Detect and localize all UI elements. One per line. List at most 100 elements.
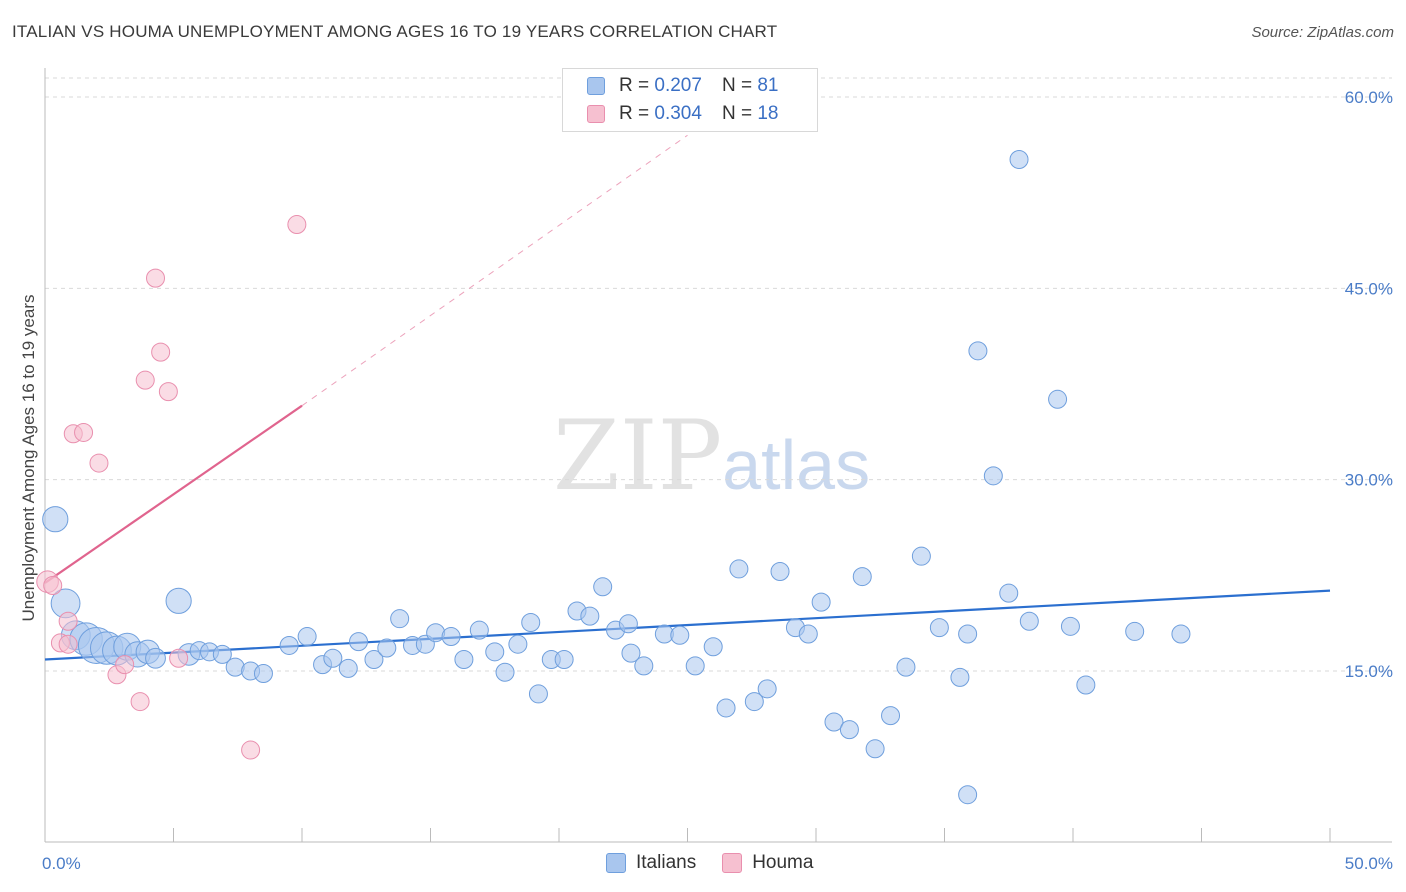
point-italians [364,649,384,669]
legend-n-value-italians: 81 [757,75,779,96]
point-houma [89,453,109,473]
x-tick-label: 0.0% [42,854,81,873]
y-tick-label: 45.0% [1345,279,1393,298]
trendline-extension-houma [301,134,688,407]
point-italians [454,649,474,669]
point-italians [958,624,978,644]
point-italians [377,638,397,658]
point-italians [950,667,970,687]
point-italians [839,720,859,740]
point-houma [74,422,94,442]
trendline-italians [44,589,1331,661]
point-italians [757,679,777,699]
point-italians [824,712,844,732]
legend-item-italians[interactable]: Italians [606,852,696,874]
point-italians [983,466,1003,486]
point-houma [241,740,261,760]
point-houma [135,370,155,390]
legend-label-italians: Italians [636,852,697,873]
point-italians [508,634,528,654]
axes [44,68,1392,843]
point-italians [865,739,885,759]
legend-r-label: R = [619,75,650,96]
tick-labels: 15.0% 30.0% 45.0% 60.0% 0.0% 50.0% [42,88,1393,873]
legend-swatch-houma [722,853,743,873]
y-tick-label: 30.0% [1345,471,1393,490]
watermark: ZIPatlas [553,400,870,512]
trendline-houma [44,404,303,584]
trend-lines [44,134,1331,661]
legend-n-label: N = [721,75,753,96]
legend-swatch-houma [587,105,605,123]
legend-n-value-houma: 18 [757,103,779,124]
point-houma [43,576,63,596]
point-italians [253,664,273,684]
point-italians [42,506,69,533]
point-italians [621,643,641,663]
y-axis-title: Unemployment Among Ages 16 to 19 years [19,295,38,622]
point-italians [165,587,192,614]
point-italians [744,692,764,712]
point-italians [485,642,505,662]
legend-r-value-italians: 0.207 [654,75,702,96]
point-italians [469,620,489,640]
point-italians [323,648,343,668]
point-italians [703,637,723,657]
point-italians [852,567,872,587]
point-italians [349,632,369,652]
watermark-atlas: atlas [722,426,871,504]
point-italians [1009,149,1029,169]
point-italians [634,656,654,676]
point-italians [521,613,541,633]
point-italians [729,559,749,579]
point-italians [580,606,600,626]
point-houma [130,692,150,712]
legend-n-label: N = [721,103,753,124]
correlation-legend: R = 0.207 N = 81 R = 0.304 N = 18 [562,68,818,132]
point-italians [968,341,988,361]
point-houma [158,382,178,402]
point-italians [811,592,831,612]
legend-swatch-italians [587,77,605,95]
point-italians [1171,624,1191,644]
legend-r-label: R = [619,103,650,124]
point-italians [685,656,705,676]
point-italians [279,635,299,655]
point-italians [999,583,1019,603]
point-italians [716,698,736,718]
point-italians [554,649,574,669]
legend-swatch-italians [606,853,626,873]
legend-r-value-houma: 0.304 [654,103,702,124]
point-italians [297,627,317,647]
legend-label-houma: Houma [752,852,814,873]
point-italians [1019,611,1039,631]
data-points [36,149,1191,805]
point-houma [58,634,78,654]
point-italians [958,785,978,805]
point-italians [1048,389,1068,409]
y-tick-label: 60.0% [1345,88,1393,107]
point-italians [1076,675,1096,695]
point-italians [338,658,358,678]
point-italians [798,624,818,644]
source-label: Source: ZipAtlas.com [1251,24,1394,41]
point-italians [670,625,690,645]
point-italians [929,618,949,638]
chart-title: ITALIAN VS HOUMA UNEMPLOYMENT AMONG AGES… [12,22,778,41]
point-italians [441,627,461,647]
point-italians [145,647,166,669]
x-tick-label: 50.0% [1345,854,1393,873]
grid-lines [45,77,1392,672]
point-houma [151,342,171,362]
point-italians [212,644,232,664]
point-italians [881,706,901,726]
point-italians [911,546,931,566]
point-italians [495,662,515,682]
point-italians [896,657,916,677]
point-houma [169,648,189,668]
point-houma [58,611,78,631]
legend-item-houma[interactable]: Houma [722,852,813,874]
point-houma [146,268,166,288]
point-houma [287,215,307,235]
